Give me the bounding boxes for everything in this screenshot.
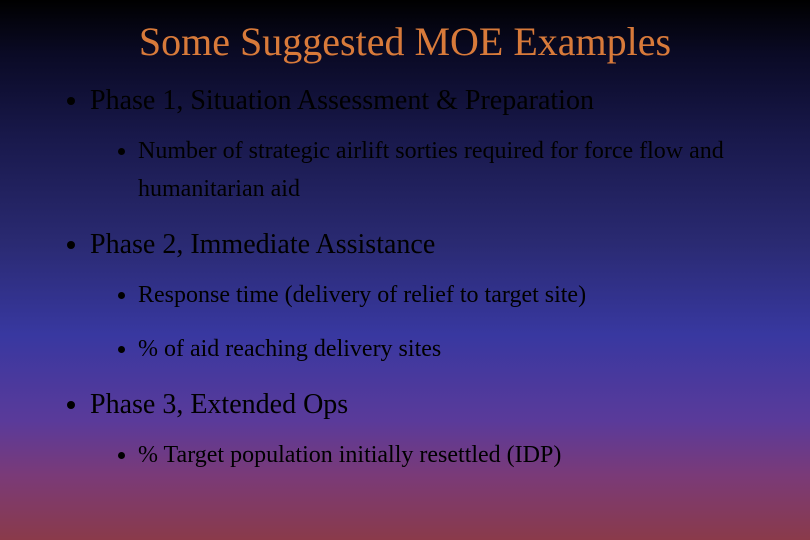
bullet-phase2: Phase 2, Immediate Assistance Response t… [90,227,770,369]
bullet-phase1-label: Phase 1, Situation Assessment & Preparat… [90,85,594,116]
bullet-phase1-sublist: Number of strategic airlift sorties requ… [90,132,770,209]
bullet-phase2-label: Phase 2, Immediate Assistance [90,229,435,260]
slide-title: Some Suggested MOE Examples [40,18,770,65]
bullet-phase3-item1: % Target population initially resettled … [138,436,770,474]
bullet-list: Phase 1, Situation Assessment & Preparat… [40,83,770,474]
slide: Some Suggested MOE Examples Phase 1, Sit… [0,0,810,540]
bullet-phase3-label: Phase 3, Extended Ops [90,389,348,420]
bullet-phase2-item2: % of aid reaching delivery sites [138,330,770,368]
bullet-phase1: Phase 1, Situation Assessment & Preparat… [90,83,770,209]
bullet-phase3-sublist: % Target population initially resettled … [90,436,770,474]
bullet-phase1-item1: Number of strategic airlift sorties requ… [138,132,770,209]
bullet-phase2-sublist: Response time (delivery of relief to tar… [90,276,770,369]
bullet-phase2-item1: Response time (delivery of relief to tar… [138,276,770,314]
bullet-phase3: Phase 3, Extended Ops % Target populatio… [90,387,770,474]
